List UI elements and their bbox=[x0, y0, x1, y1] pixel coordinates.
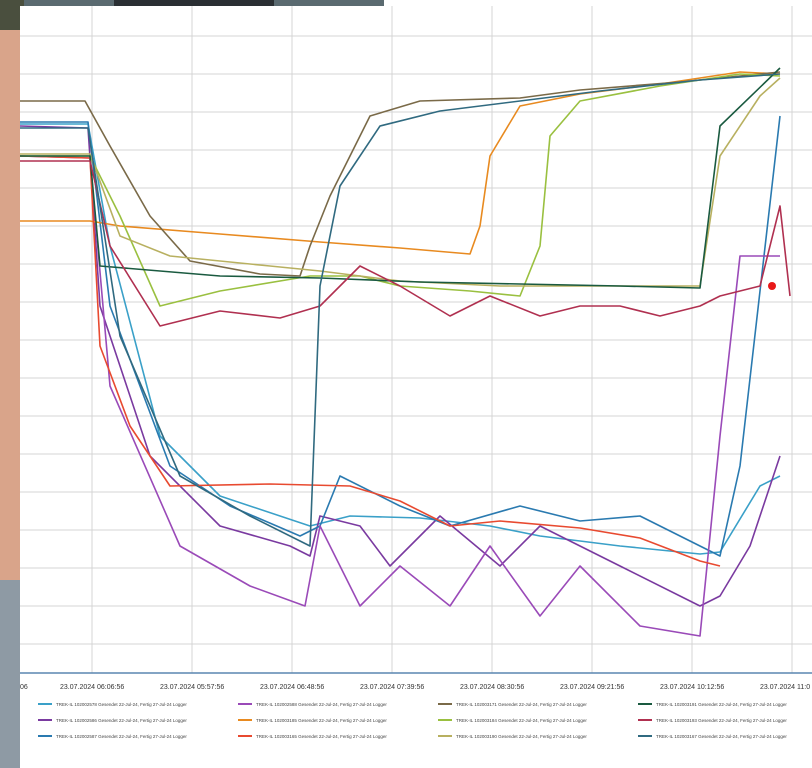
x-tick-label: 06 bbox=[20, 684, 28, 691]
series-line-10 bbox=[20, 67, 781, 289]
x-tick-label: 23.07.2024 06:06:56 bbox=[60, 684, 124, 691]
x-tick-label: 23.07.2024 05:57:56 bbox=[160, 684, 224, 691]
background-photo-strip bbox=[24, 0, 384, 8]
x-tick-label: 23.07.2024 07:39:56 bbox=[360, 684, 424, 691]
x-tick-label: 23.07.2024 06:48:56 bbox=[260, 684, 324, 691]
legend-label: TREK-IL 102002586 Gesendet 22-Jul-24, Fe… bbox=[56, 718, 187, 723]
legend-label: TREK-IL 102003165 Gesendet 22-Jul-24, Fe… bbox=[256, 734, 387, 739]
x-tick-label: 23.07.2024 09:21:56 bbox=[560, 684, 624, 691]
series-line-12 bbox=[20, 73, 781, 547]
legend-label: TREK-IL 102002578 Gesendet 22-Jul-24, Fe… bbox=[56, 702, 187, 707]
legend-label: TREK-IL 102002588 Gesendet 22-Jul-24, Fe… bbox=[256, 702, 387, 707]
legend-label: TREK-IL 102003171 Gesendet 22-Jul-24, Fe… bbox=[456, 702, 587, 707]
series-line-7 bbox=[20, 71, 781, 277]
cursor-marker bbox=[768, 282, 776, 290]
legend-label: TREK-IL 102003191 Gesendet 22-Jul-24, Fe… bbox=[656, 702, 787, 707]
series-line-11 bbox=[20, 160, 791, 327]
line-chart: 06 23.07.2024 06:06:56 23.07.2024 05:57:56… bbox=[20, 6, 812, 768]
legend-label: TREK-IL 102003167 Gesendet 22-Jul-24, Fe… bbox=[656, 734, 787, 739]
x-tick-label: 23.07.2024 10:12:56 bbox=[660, 684, 724, 691]
x-tick-label: 23.07.2024 08:30:56 bbox=[460, 684, 524, 691]
series-layer bbox=[20, 67, 791, 637]
series-line-8 bbox=[20, 73, 781, 307]
series-line-4 bbox=[20, 155, 780, 637]
legend-label: TREK-IL 102002587 Gesendet 22-Jul-24, Fe… bbox=[56, 734, 187, 739]
legend-label: TREK-IL 102003184 Gesendet 22-Jul-24, Fe… bbox=[456, 718, 587, 723]
series-line-3 bbox=[20, 115, 781, 557]
series-line-6 bbox=[20, 155, 721, 567]
legend: TREK-IL 102002578 Gesendet 22-Jul-24, Fe… bbox=[38, 702, 787, 739]
legend-label: TREK-IL 102003185 Gesendet 22-Jul-24, Fe… bbox=[256, 718, 387, 723]
x-axis-ticks: 06 23.07.2024 06:06:56 23.07.2024 05:57:56… bbox=[20, 684, 810, 691]
legend-label: TREK-IL 102003193 Gesendet 22-Jul-24, Fe… bbox=[656, 718, 787, 723]
x-tick-label: 23.07.2024 11:0 bbox=[760, 684, 810, 691]
legend-label: TREK-IL 102003190 Gesendet 22-Jul-24, Fe… bbox=[456, 734, 587, 739]
chart-background bbox=[20, 6, 812, 768]
